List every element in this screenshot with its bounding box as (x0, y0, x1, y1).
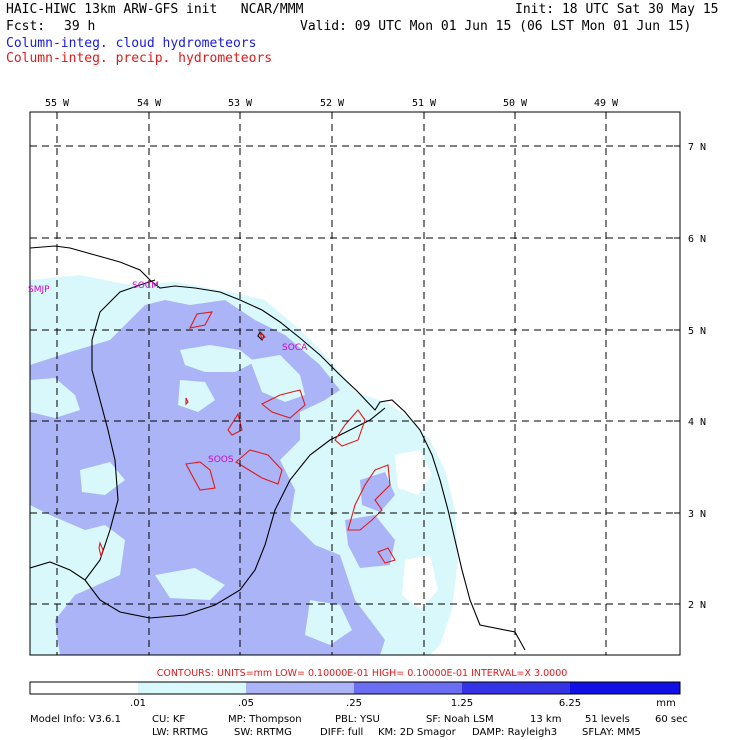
footer-lw: LW: RRTMG (152, 727, 208, 738)
footer-timestep: 60 sec (655, 714, 688, 725)
station-label-socm: SOCM (132, 281, 159, 291)
lon-labels: 55 W 54 W 53 W 52 W 51 W 50 W 49 W (45, 98, 619, 109)
model-info-footer: Model Info: V3.6.1 CU: KF MP: Thompson P… (30, 714, 688, 738)
lat-labels: 7 N 6 N 5 N 4 N 3 N 2 N (688, 142, 706, 611)
footer-resolution: 13 km (530, 714, 561, 725)
footer-pbl: PBL: YSU (335, 714, 380, 725)
colorbar-tick: .25 (346, 698, 362, 709)
lon-label: 49 W (594, 98, 619, 109)
lat-label: 4 N (688, 417, 706, 428)
precip-contours (98, 311, 396, 564)
colorbar-tick: .05 (238, 698, 254, 709)
footer-sf: SF: Noah LSM (426, 714, 494, 725)
lon-label: 50 W (503, 98, 528, 109)
footer-cu: CU: KF (152, 714, 185, 725)
lat-label: 3 N (688, 509, 706, 520)
valid-time: Valid: 09 UTC Mon 01 Jun 15 (06 LST Mon … (300, 19, 692, 34)
lon-label: 55 W (45, 98, 70, 109)
station-labels: SMJP SOCM SOCA SOOS (28, 281, 308, 465)
footer-levels: 51 levels (585, 714, 630, 725)
plot-frame (29, 111, 681, 656)
footer-km: KM: 2D Smagor (378, 727, 457, 738)
footer-sw: SW: RRTMG (234, 727, 292, 738)
lon-label: 54 W (137, 98, 162, 109)
footer-mp: MP: Thompson (228, 714, 302, 725)
colorbar (29, 681, 681, 695)
forecast-hour: 39 h (64, 19, 96, 34)
lat-label: 6 N (688, 234, 706, 245)
lat-label: 5 N (688, 326, 706, 337)
lon-label: 51 W (412, 98, 437, 109)
station-label-smjp: SMJP (28, 285, 50, 295)
footer-model: Model Info: V3.6.1 (30, 714, 121, 725)
init-time: Init: 18 UTC Sat 30 May 15 (515, 2, 719, 17)
lat-label: 2 N (688, 600, 706, 611)
lon-label: 52 W (320, 98, 345, 109)
contour-info: CONTOURS: UNITS=mm LOW= 0.10000E-01 HIGH… (157, 668, 568, 679)
colorbar-tick: 6.25 (559, 698, 581, 709)
forecast-label: Fcst: (6, 19, 46, 34)
field-cloud-label: Column-integ. cloud hydrometeors (6, 36, 257, 51)
station-label-soca: SOCA (282, 343, 308, 353)
footer-sflay: SFLAY: MM5 (582, 727, 641, 738)
axis-ticks (56, 112, 680, 605)
colorbar-ticks: .01 .05 .25 1.25 6.25 mm (130, 698, 676, 709)
colorbar-tick: 1.25 (451, 698, 473, 709)
footer-diff: DIFF: full (320, 727, 363, 738)
latlon-grid (30, 112, 680, 655)
model-title: HAIC-HIWC 13km ARW-GFS init NCAR/MMM (6, 2, 304, 17)
colorbar-units: mm (656, 698, 675, 709)
cloud-shading (30, 275, 458, 655)
coastlines (30, 245, 526, 651)
field-precip-label: Column-integ. precip. hydrometeors (6, 51, 273, 66)
lat-label: 7 N (688, 142, 706, 153)
footer-damp: DAMP: Rayleigh3 (472, 727, 557, 738)
station-label-soos: SOOS (208, 455, 234, 465)
colorbar-tick: .01 (130, 698, 146, 709)
lon-label: 53 W (228, 98, 253, 109)
